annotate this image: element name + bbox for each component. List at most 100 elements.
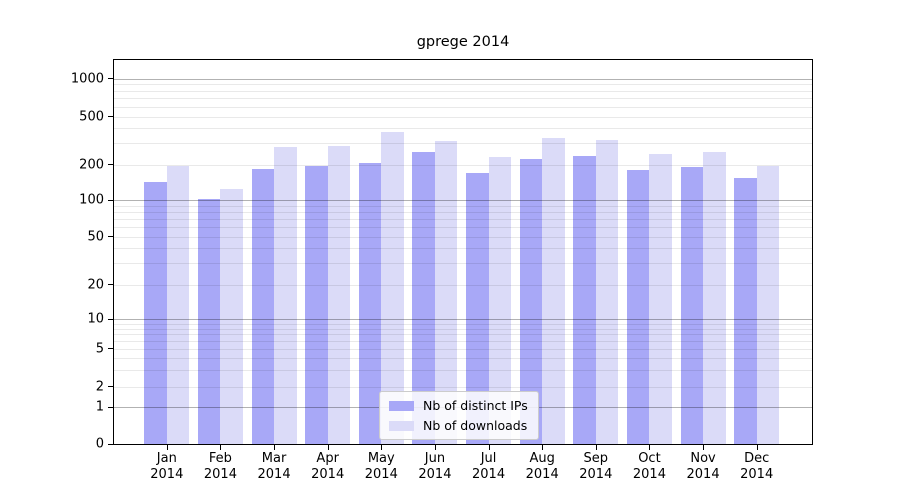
bar-downloads-mar (274, 146, 297, 444)
gridline-minor-40 (114, 248, 812, 250)
x-tick-label-apr: Apr 2014 (311, 451, 345, 482)
legend-label-downloads: Nb of downloads (423, 418, 528, 433)
gridline-minor-80 (114, 211, 812, 213)
gridline-minor-7 (114, 334, 812, 336)
bar-downloads-dec (756, 165, 780, 444)
y-tick-mark-100 (108, 199, 113, 201)
y-tick-label-10: 10 (87, 311, 104, 327)
x-tick-label-sep: Sep 2014 (579, 451, 613, 482)
plot-area: Nb of distinct IPs Nb of downloads (113, 59, 813, 445)
y-tick-mark-5 (108, 348, 113, 350)
legend-swatch-distinct-ips (389, 400, 414, 411)
y-tick-label-1: 1 (95, 399, 104, 415)
x-tick-mark-apr (327, 445, 329, 450)
x-tick-mark-may (381, 445, 383, 450)
bar-downloads-apr (327, 146, 351, 444)
x-tick-label-dec: Dec 2014 (740, 451, 774, 482)
x-tick-label-aug: Aug 2014 (525, 451, 559, 482)
bar-distinct-ips-dec (734, 177, 757, 444)
bar-downloads-nov (703, 151, 726, 444)
x-tick-label-may: May 2014 (364, 451, 398, 482)
gridline-minor-4 (114, 358, 812, 360)
bar-distinct-ips-oct (626, 170, 650, 444)
plot-inner: Nb of distinct IPs Nb of downloads (114, 60, 812, 444)
gridline-minor-2 (114, 386, 812, 388)
bar-downloads-jan (166, 166, 190, 444)
gridline-major-10 (114, 319, 812, 320)
legend-row-downloads: Nb of downloads (389, 418, 528, 433)
y-tick-label-200: 200 (79, 157, 104, 173)
bar-downloads-may (381, 131, 404, 444)
gridline-minor-5 (114, 348, 812, 350)
y-tick-mark-1000 (108, 78, 113, 80)
y-tick-mark-50 (108, 236, 113, 238)
y-tick-mark-200 (108, 164, 113, 166)
legend: Nb of distinct IPs Nb of downloads (379, 391, 539, 440)
gridline-minor-200 (114, 164, 812, 166)
y-tick-mark-10 (108, 318, 113, 320)
x-tick-mark-dec (756, 445, 758, 450)
bar-distinct-ips-mar (251, 168, 275, 444)
legend-row-distinct-ips: Nb of distinct IPs (389, 398, 528, 413)
bar-downloads-aug (542, 137, 565, 444)
bar-downloads-jun (434, 140, 458, 444)
x-tick-mark-jan (166, 445, 168, 450)
gridline-minor-500 (114, 116, 812, 118)
gridline-minor-30 (114, 263, 812, 265)
gridline-minor-700 (114, 98, 812, 100)
gridline-minor-3 (114, 369, 812, 371)
x-tick-label-nov: Nov 2014 (686, 451, 720, 482)
y-tick-mark-2 (108, 386, 113, 387)
bar-distinct-ips-may (358, 163, 382, 444)
x-tick-mark-oct (649, 445, 651, 450)
y-tick-label-5: 5 (95, 341, 104, 357)
bar-distinct-ips-nov (680, 166, 704, 444)
bar-downloads-sep (595, 140, 619, 444)
x-tick-label-mar: Mar 2014 (257, 451, 291, 482)
y-tick-mark-1 (108, 406, 113, 408)
bar-distinct-ips-jul (466, 173, 489, 444)
x-tick-mark-mar (274, 445, 276, 450)
x-tick-mark-jun (434, 445, 436, 450)
x-tick-mark-jul (488, 445, 490, 450)
gridline-minor-8 (114, 328, 812, 330)
gridline-minor-90 (114, 205, 812, 207)
gridline-minor-20 (114, 284, 812, 286)
y-tick-label-0: 0 (95, 436, 104, 452)
chart-title: gprege 2014 (416, 34, 510, 50)
gridline-minor-6 (114, 341, 812, 343)
y-tick-label-50: 50 (87, 229, 104, 245)
bar-downloads-jul (488, 157, 512, 444)
gridline-minor-9 (114, 323, 812, 325)
y-tick-mark-20 (108, 284, 113, 286)
y-tick-label-500: 500 (79, 109, 104, 125)
bar-distinct-ips-feb (197, 198, 221, 444)
gridline-minor-800 (114, 90, 812, 92)
gridline-minor-70 (114, 218, 812, 220)
x-tick-label-feb: Feb 2014 (203, 451, 237, 482)
bar-distinct-ips-apr (305, 166, 328, 444)
gridline-minor-60 (114, 227, 812, 229)
x-tick-mark-sep (595, 445, 597, 450)
bar-downloads-oct (649, 153, 672, 444)
gridline-major-1000 (114, 78, 812, 80)
gridline-minor-900 (114, 84, 812, 86)
gridline-major-100 (114, 200, 812, 201)
y-tick-mark-500 (108, 116, 113, 118)
gridline-minor-600 (114, 106, 812, 108)
x-tick-mark-nov (703, 445, 705, 450)
y-tick-label-100: 100 (79, 192, 104, 208)
x-tick-label-jun: Jun 2014 (418, 451, 452, 482)
x-tick-mark-feb (220, 445, 222, 450)
x-tick-label-oct: Oct 2014 (632, 451, 666, 482)
y-tick-label-2: 2 (95, 379, 104, 394)
y-tick-mark-0 (108, 443, 113, 445)
gridline-minor-400 (114, 128, 812, 130)
bar-distinct-ips-jan (144, 182, 167, 444)
x-tick-label-jan: Jan 2014 (150, 451, 184, 482)
bar-distinct-ips-sep (573, 155, 596, 444)
gridline-minor-300 (114, 143, 812, 145)
bar-distinct-ips-jun (412, 151, 435, 444)
x-tick-mark-aug (542, 445, 544, 450)
